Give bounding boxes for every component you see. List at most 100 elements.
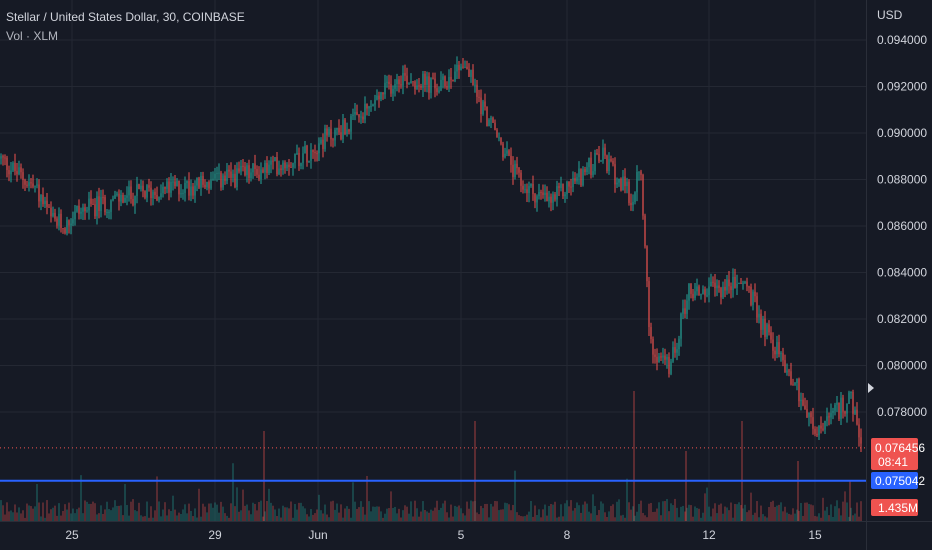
volume-bar xyxy=(60,515,62,521)
y-tick-label: 0.084000 xyxy=(877,266,927,280)
volume-bar xyxy=(746,512,748,521)
candle-body xyxy=(764,319,766,337)
volume-bar xyxy=(770,501,772,521)
candle-body xyxy=(98,196,100,211)
volume-bar xyxy=(806,502,808,521)
volume-bar xyxy=(608,511,610,521)
candle-body xyxy=(750,286,752,305)
volume-bar xyxy=(652,511,654,521)
candle-body xyxy=(150,187,152,199)
volume-bar xyxy=(38,502,40,521)
candle-body xyxy=(698,286,700,296)
price-axis: 0.094000 0.092000 0.090000 0.088000 0.086000… xyxy=(877,8,927,419)
candle-body xyxy=(92,203,94,205)
volume-bar xyxy=(296,509,298,521)
candle-body xyxy=(324,128,326,150)
candle-body xyxy=(448,76,450,89)
candle-body xyxy=(200,175,202,188)
candle-body xyxy=(540,191,542,193)
candle-body xyxy=(708,286,710,296)
volume-bar xyxy=(148,517,150,521)
volume-bar xyxy=(244,505,246,521)
candle-body xyxy=(812,417,814,429)
candle-body xyxy=(556,186,558,200)
volume-bar xyxy=(634,515,636,521)
volume-bar xyxy=(402,510,404,521)
volume-bar xyxy=(560,504,562,521)
candle-body xyxy=(290,166,292,168)
candle-body xyxy=(20,167,22,173)
volume-bar xyxy=(418,516,420,521)
volume-legend[interactable]: Vol · XLM xyxy=(6,29,59,43)
candle-body xyxy=(722,286,724,298)
volume-bar xyxy=(374,506,376,521)
candle-body xyxy=(522,185,524,190)
candle-body xyxy=(84,207,86,212)
volume-bar xyxy=(254,503,256,521)
candle-body xyxy=(632,201,634,206)
candle-body xyxy=(706,295,708,297)
volume-bar xyxy=(830,504,832,521)
volume-bar xyxy=(348,508,350,521)
candle-body xyxy=(206,181,208,188)
candle-body xyxy=(344,119,346,135)
volume-bar xyxy=(682,505,684,521)
candle-body xyxy=(80,211,82,214)
candle-body xyxy=(44,200,46,205)
candle-body xyxy=(122,194,124,203)
volume-bar xyxy=(286,507,288,521)
volume-bar xyxy=(96,514,98,521)
symbol-legend[interactable]: Stellar / United States Dollar, 30, COIN… xyxy=(6,10,245,24)
candle-body xyxy=(110,200,112,212)
candle-body xyxy=(426,76,428,85)
volume-bar xyxy=(580,512,582,521)
candle-body xyxy=(12,162,14,171)
volume-bar xyxy=(838,508,840,521)
volume-bar xyxy=(700,517,702,521)
volume-bar xyxy=(274,509,276,521)
volume-bar xyxy=(2,505,4,521)
volume-bar xyxy=(720,503,722,521)
volume-bar xyxy=(440,507,442,521)
volume-bar xyxy=(676,507,678,521)
candle-body xyxy=(478,96,480,98)
candle-body xyxy=(418,85,420,87)
volume-bar xyxy=(526,514,528,521)
volume-bar xyxy=(518,515,520,521)
candle-body xyxy=(352,114,354,117)
volume-bar xyxy=(668,511,670,521)
candle-body xyxy=(140,185,142,190)
candle-body xyxy=(788,370,790,372)
volume-bar xyxy=(704,493,706,521)
candle-body xyxy=(40,194,42,202)
volume-bar xyxy=(612,504,614,521)
candle-body xyxy=(484,101,486,107)
volume-bar xyxy=(46,500,48,521)
volume-bar xyxy=(314,513,316,521)
candle-body xyxy=(514,163,516,178)
volume-bar xyxy=(62,510,64,521)
candle-body xyxy=(360,116,362,118)
volume-bar xyxy=(508,504,510,521)
volume-bar xyxy=(436,500,438,521)
candle-body xyxy=(394,83,396,89)
candle-body xyxy=(220,172,222,188)
candle-body xyxy=(136,184,138,197)
volume-bar xyxy=(730,502,732,521)
volume-bar xyxy=(434,507,436,521)
volume-bar xyxy=(36,484,38,521)
volume-bar xyxy=(228,517,230,521)
candle-body xyxy=(320,139,322,144)
candle-body xyxy=(410,81,412,84)
candle-body xyxy=(690,283,692,294)
candle-body xyxy=(858,424,860,438)
candle-body xyxy=(18,167,20,175)
candle-body xyxy=(176,180,178,187)
candle-body xyxy=(434,78,436,89)
candle-body xyxy=(816,433,818,436)
candle-body xyxy=(408,83,410,85)
volume-bar xyxy=(680,506,682,521)
candle-body xyxy=(804,405,806,410)
